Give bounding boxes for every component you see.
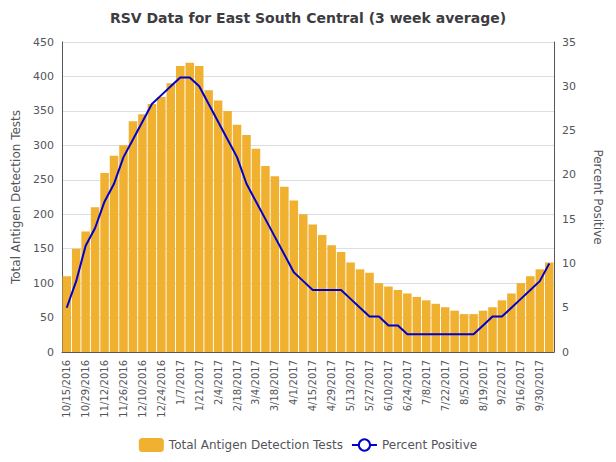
svg-text:Total Antigen Detection Tests: Total Antigen Detection Tests (9, 110, 23, 285)
svg-text:25: 25 (562, 124, 576, 137)
svg-text:400: 400 (33, 70, 54, 83)
svg-text:5: 5 (562, 301, 569, 314)
svg-text:Percent Positive: Percent Positive (382, 438, 477, 452)
svg-text:2/18/2017: 2/18/2017 (232, 360, 243, 411)
svg-text:10: 10 (562, 257, 576, 270)
svg-text:5/27/2017: 5/27/2017 (364, 360, 375, 411)
svg-text:12/24/2016: 12/24/2016 (156, 360, 167, 418)
svg-text:Total Antigen Detection Tests: Total Antigen Detection Tests (168, 438, 343, 452)
svg-text:100: 100 (33, 277, 54, 290)
svg-text:RSV Data for East South Centra: RSV Data for East South Central (3 week … (110, 10, 506, 26)
svg-text:200: 200 (33, 208, 54, 221)
svg-text:450: 450 (33, 36, 54, 49)
svg-text:6/24/2017: 6/24/2017 (402, 360, 413, 411)
svg-text:15: 15 (562, 213, 576, 226)
svg-text:11/26/2016: 11/26/2016 (118, 360, 129, 418)
svg-text:12/10/2016: 12/10/2016 (137, 360, 148, 418)
svg-text:8/19/2017: 8/19/2017 (478, 360, 489, 411)
svg-text:4/15/2017: 4/15/2017 (307, 360, 318, 411)
svg-text:10/15/2016: 10/15/2016 (61, 360, 72, 418)
svg-text:7/22/2017: 7/22/2017 (440, 360, 451, 411)
svg-text:4/1/2017: 4/1/2017 (288, 360, 299, 405)
svg-text:1/21/2017: 1/21/2017 (194, 360, 205, 411)
svg-text:300: 300 (33, 139, 54, 152)
svg-text:9/16/2017: 9/16/2017 (515, 360, 526, 411)
svg-text:20: 20 (562, 168, 576, 181)
svg-text:Percent Positive: Percent Positive (591, 149, 605, 244)
svg-text:2/4/2017: 2/4/2017 (213, 360, 224, 405)
svg-text:10/29/2016: 10/29/2016 (80, 360, 91, 418)
svg-text:250: 250 (33, 173, 54, 186)
svg-text:9/30/2017: 9/30/2017 (534, 360, 545, 411)
svg-text:35: 35 (562, 36, 576, 49)
svg-text:11/12/2016: 11/12/2016 (99, 360, 110, 418)
svg-text:150: 150 (33, 242, 54, 255)
svg-text:3/18/2017: 3/18/2017 (269, 360, 280, 411)
svg-text:30: 30 (562, 80, 576, 93)
svg-text:3/4/2017: 3/4/2017 (250, 360, 261, 405)
svg-text:8/5/2017: 8/5/2017 (459, 360, 470, 405)
svg-text:9/2/2017: 9/2/2017 (496, 360, 507, 405)
svg-text:4/29/2017: 4/29/2017 (326, 360, 337, 411)
svg-text:50: 50 (40, 311, 54, 324)
svg-text:1/7/2017: 1/7/2017 (175, 360, 186, 405)
svg-text:7/8/2017: 7/8/2017 (421, 360, 432, 405)
svg-text:0: 0 (562, 346, 569, 359)
svg-text:350: 350 (33, 104, 54, 117)
svg-text:6/10/2017: 6/10/2017 (383, 360, 394, 411)
svg-text:0: 0 (47, 346, 54, 359)
svg-text:5/13/2017: 5/13/2017 (345, 360, 356, 411)
